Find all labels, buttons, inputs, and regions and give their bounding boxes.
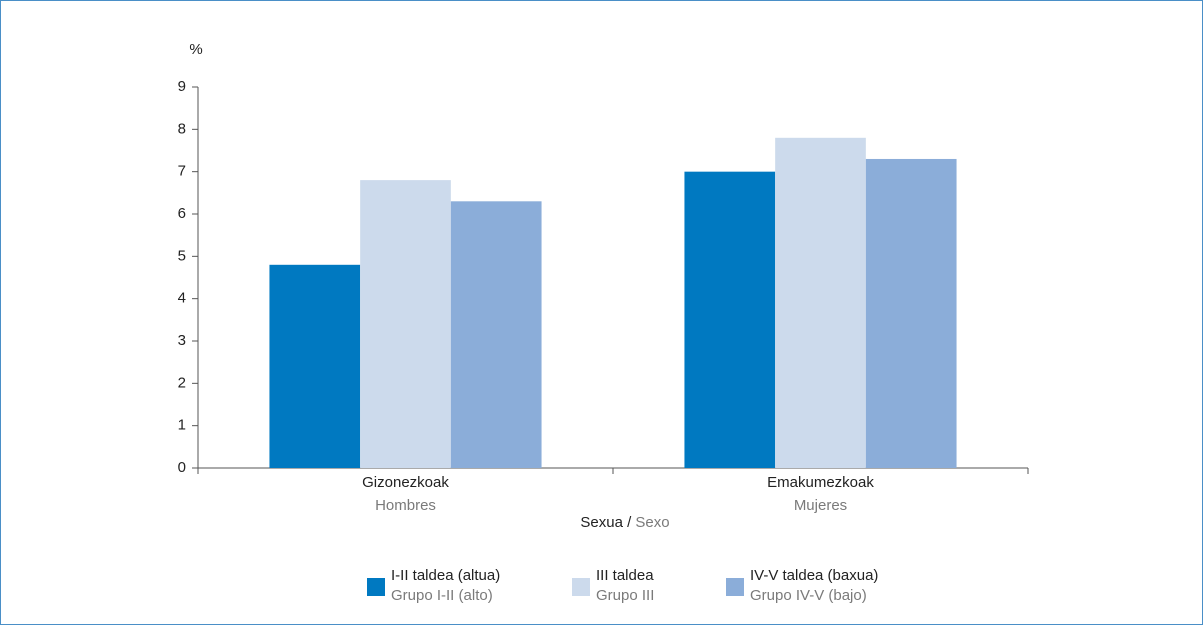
bar [450, 201, 542, 469]
x-axis-label-eu: Sexua / [580, 514, 632, 531]
y-tick-label: 6 [178, 205, 186, 222]
y-tick-label: 8 [178, 120, 186, 137]
y-tick-label: 9 [178, 78, 186, 95]
bar [865, 158, 957, 468]
bar [775, 137, 866, 469]
legend-label: IV-V taldea (baxua) [750, 567, 878, 584]
bar [269, 264, 361, 468]
y-axis-label: % [189, 41, 202, 58]
legend-swatch [367, 578, 385, 596]
y-tick-label: 2 [178, 374, 186, 391]
y-tick-label: 3 [178, 332, 186, 349]
bar [684, 171, 776, 468]
y-tick-label: 1 [178, 417, 186, 434]
y-tick-label: 0 [178, 459, 186, 476]
bar [360, 180, 451, 468]
x-axis-label: Sexua / Sexo [580, 514, 669, 531]
y-tick-label: 5 [178, 247, 186, 264]
y-tick-label: 4 [178, 290, 186, 307]
legend-swatch [572, 578, 590, 596]
legend-label: I-II taldea (altua) [391, 567, 500, 584]
x-tick-sublabel: Hombres [375, 497, 436, 514]
x-axis-label-es: Sexo [635, 514, 669, 531]
legend-sublabel: Grupo I-II (alto) [391, 587, 493, 604]
legend-label: III taldea [596, 567, 654, 584]
x-tick-sublabel: Mujeres [794, 497, 847, 514]
legend-sublabel: Grupo IV-V (bajo) [750, 587, 867, 604]
legend-swatch [726, 578, 744, 596]
x-tick-label: Gizonezkoak [362, 474, 449, 491]
y-tick-label: 7 [178, 163, 186, 180]
legend-sublabel: Grupo III [596, 587, 654, 604]
x-tick-label: Emakumezkoak [767, 474, 874, 491]
